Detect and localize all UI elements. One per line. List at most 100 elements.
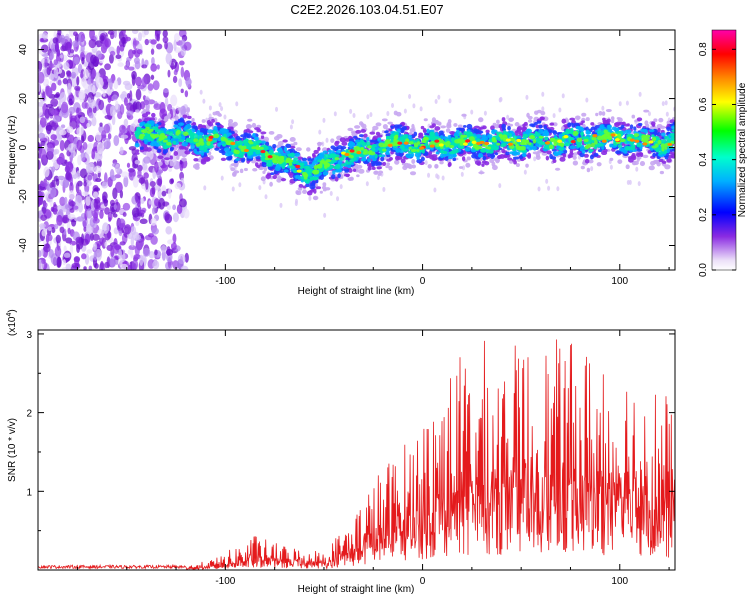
spectrogram-ridge-point: [323, 163, 328, 169]
spectrogram-ridge-point: [496, 142, 501, 146]
spectrogram-ridge-point: [198, 138, 204, 144]
spectrogram-faint-point: [349, 108, 353, 114]
spectrogram-ridge-point: [317, 141, 322, 147]
spectrogram-ridge-point: [535, 152, 541, 158]
spectrogram-noise-point: [53, 30, 57, 40]
spectrogram-noise-point: [94, 165, 102, 174]
spectrogram-ridge-point: [656, 123, 663, 129]
spectrogram-ridge-point: [390, 125, 394, 129]
spectrogram-noise-point: [50, 109, 58, 116]
spectrogram-noise-point: [95, 132, 102, 142]
spectrogram-ridge-point: [153, 133, 160, 138]
spectrogram-ridge-point: [254, 127, 261, 131]
spectrogram-ridge-point: [427, 164, 432, 169]
spectrogram-ridge-point: [462, 124, 467, 128]
spectrogram-noise-point: [132, 30, 139, 35]
spectrogram-noise-point: [132, 38, 137, 50]
spectrogram-noise-point: [141, 162, 148, 171]
spectrogram-ridge-point: [609, 157, 614, 161]
spectrogram-ridge-point: [386, 147, 391, 152]
spectrogram-ridge-point: [463, 131, 467, 135]
spectrogram-noise-point: [85, 180, 92, 187]
spectrogram-noise-point: [48, 249, 54, 258]
spectrogram-noise-point: [154, 249, 158, 256]
spectrogram-noise-point: [151, 227, 159, 235]
spectrogram-ridge-point: [450, 149, 457, 154]
spectrogram-ridge-point: [194, 165, 200, 170]
spectrogram-ridge-point: [642, 154, 649, 159]
spectrogram-noise-point: [93, 198, 101, 210]
spectrogram-ridge-point: [439, 153, 445, 159]
spectrogram-ridge-point: [482, 125, 487, 130]
spectrogram-ridge-point: [260, 131, 267, 135]
spectrogram-ridge-point: [272, 175, 278, 180]
spectrogram-ridge-point: [347, 127, 354, 132]
spectrogram-ridge-point: [238, 140, 244, 145]
spectrogram-faint-point: [336, 196, 340, 202]
spectrogram-noise-point: [52, 116, 60, 123]
spectrogram-ridge-point: [341, 141, 348, 146]
spectrogram-ridge-point: [330, 138, 335, 143]
spectrogram-ridge-point: [652, 136, 657, 142]
spectrogram-ridge-point: [563, 124, 569, 128]
spectrogram-ridge-point: [476, 130, 484, 134]
spectrogram-noise-point: [63, 62, 70, 70]
spectrogram-ridge-point: [211, 118, 215, 123]
spectrogram-noise-point: [109, 256, 117, 268]
spectrogram-peak-point: [207, 138, 213, 142]
spectrogram-ridge-point: [385, 139, 391, 143]
spectrogram-noise-point: [122, 202, 131, 211]
spectrogram-noise-point: [66, 71, 72, 78]
spectrogram-ridge-point: [360, 122, 365, 128]
spectrogram-noise-point: [103, 172, 108, 185]
spectrogram-faint-point: [618, 101, 622, 107]
spectrogram-ridge-point: [651, 123, 656, 127]
spectrogram-ridge-point: [354, 153, 362, 158]
spectrogram-ridge-point: [162, 139, 169, 143]
spectrogram-noise-point: [91, 84, 96, 95]
spectrogram-ridge-point: [439, 160, 444, 165]
spectrogram-noise-point: [183, 208, 190, 219]
spectrogram-ridge-point: [151, 112, 156, 118]
spectrogram-noise-point: [63, 252, 71, 258]
spectrogram-ridge-point: [276, 147, 283, 152]
spectrogram-noise-point: [154, 198, 160, 207]
spectrogram-noise-point: [44, 108, 50, 119]
spectrogram-ridge-point: [303, 173, 309, 178]
spectrogram-ridge-point: [532, 138, 537, 144]
spectrogram-ridge-point: [659, 170, 665, 175]
spectrogram-ridge-point: [607, 124, 612, 129]
spectrogram-ridge-point: [655, 147, 661, 153]
spectrogram-ridge-point: [134, 151, 140, 155]
spectrogram-ridge-point: [405, 153, 412, 159]
spectrogram-ridge-point: [154, 129, 159, 133]
spectrogram-noise-point: [185, 76, 192, 88]
spectrogram-ridge-point: [647, 150, 652, 154]
spectrogram-ridge-point: [197, 132, 204, 136]
spectrogram-peak-point: [208, 135, 214, 139]
spectrogram-ridge-point: [610, 116, 615, 121]
spectrogram-noise-point: [82, 220, 87, 228]
spectrogram-ridge-point: [144, 123, 150, 128]
spectrogram-ridge-point: [583, 153, 589, 158]
spectrogram-ridge-point: [461, 156, 466, 161]
spectrogram-noise-point: [69, 208, 75, 213]
spectrogram-ridge-point: [595, 112, 599, 117]
spectrogram-ridge-point: [640, 128, 647, 133]
spectrogram-ridge-point: [672, 121, 675, 127]
spectrogram-ridge-point: [381, 118, 388, 122]
spectrogram-peak-point: [544, 141, 550, 145]
spectrogram-ridge-point: [569, 117, 576, 121]
spectrogram-ridge-point: [408, 141, 414, 145]
spectrogram-noise-point: [172, 204, 177, 211]
spectrogram-ridge-point: [603, 129, 608, 134]
spectrogram-ridge-point: [149, 141, 157, 147]
spectrogram-noise-point: [43, 166, 50, 178]
spectrogram-ridge-point: [386, 158, 392, 162]
spectrogram-faint-point: [223, 114, 227, 120]
spectrogram-faint-point: [561, 93, 565, 99]
spectrogram-ridge-point: [407, 134, 413, 139]
spectrogram-ridge-point: [480, 148, 486, 153]
spectrogram-peak-point: [349, 149, 355, 153]
spectrogram-ridge-point: [538, 124, 543, 129]
